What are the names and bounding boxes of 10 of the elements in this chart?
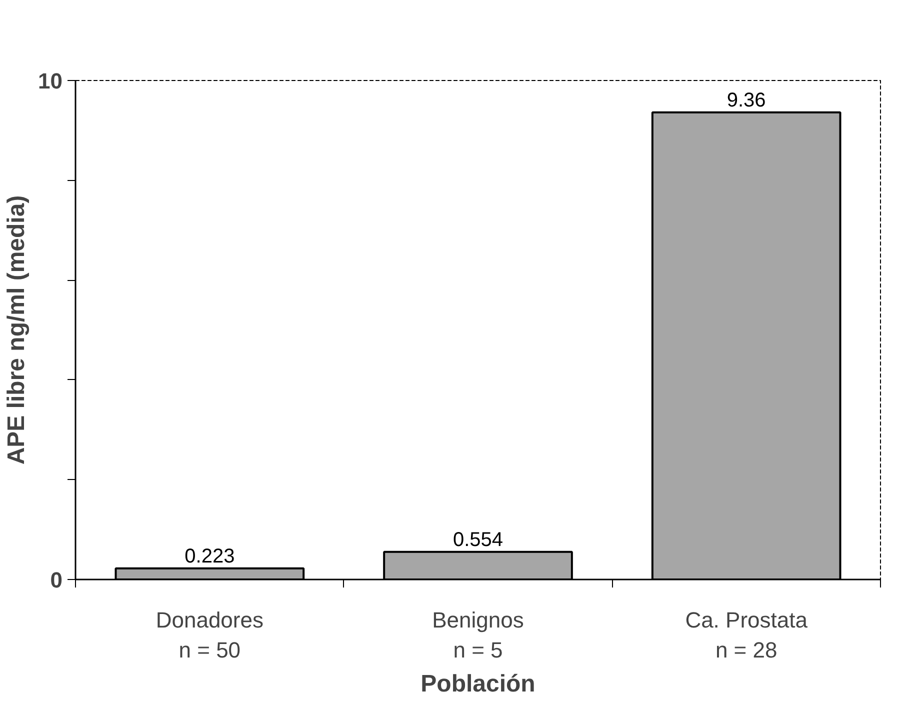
x-tick-label: Donadores n = 50 [156,608,264,662]
x-tick-label: Ca. Prostata n = 28 [685,608,808,662]
y-tick-label: 10 [38,68,63,94]
data-label: 0.223 [184,545,235,568]
data-label: 9.36 [726,89,766,112]
x-axis-title: Población [420,670,536,698]
data-label: 0.554 [452,528,504,551]
y-axis-title: APE libre ng/ml (media) [3,195,30,465]
x-tick-label: Benignos n = 5 [432,608,524,662]
y-tick-label: 0 [50,568,63,592]
